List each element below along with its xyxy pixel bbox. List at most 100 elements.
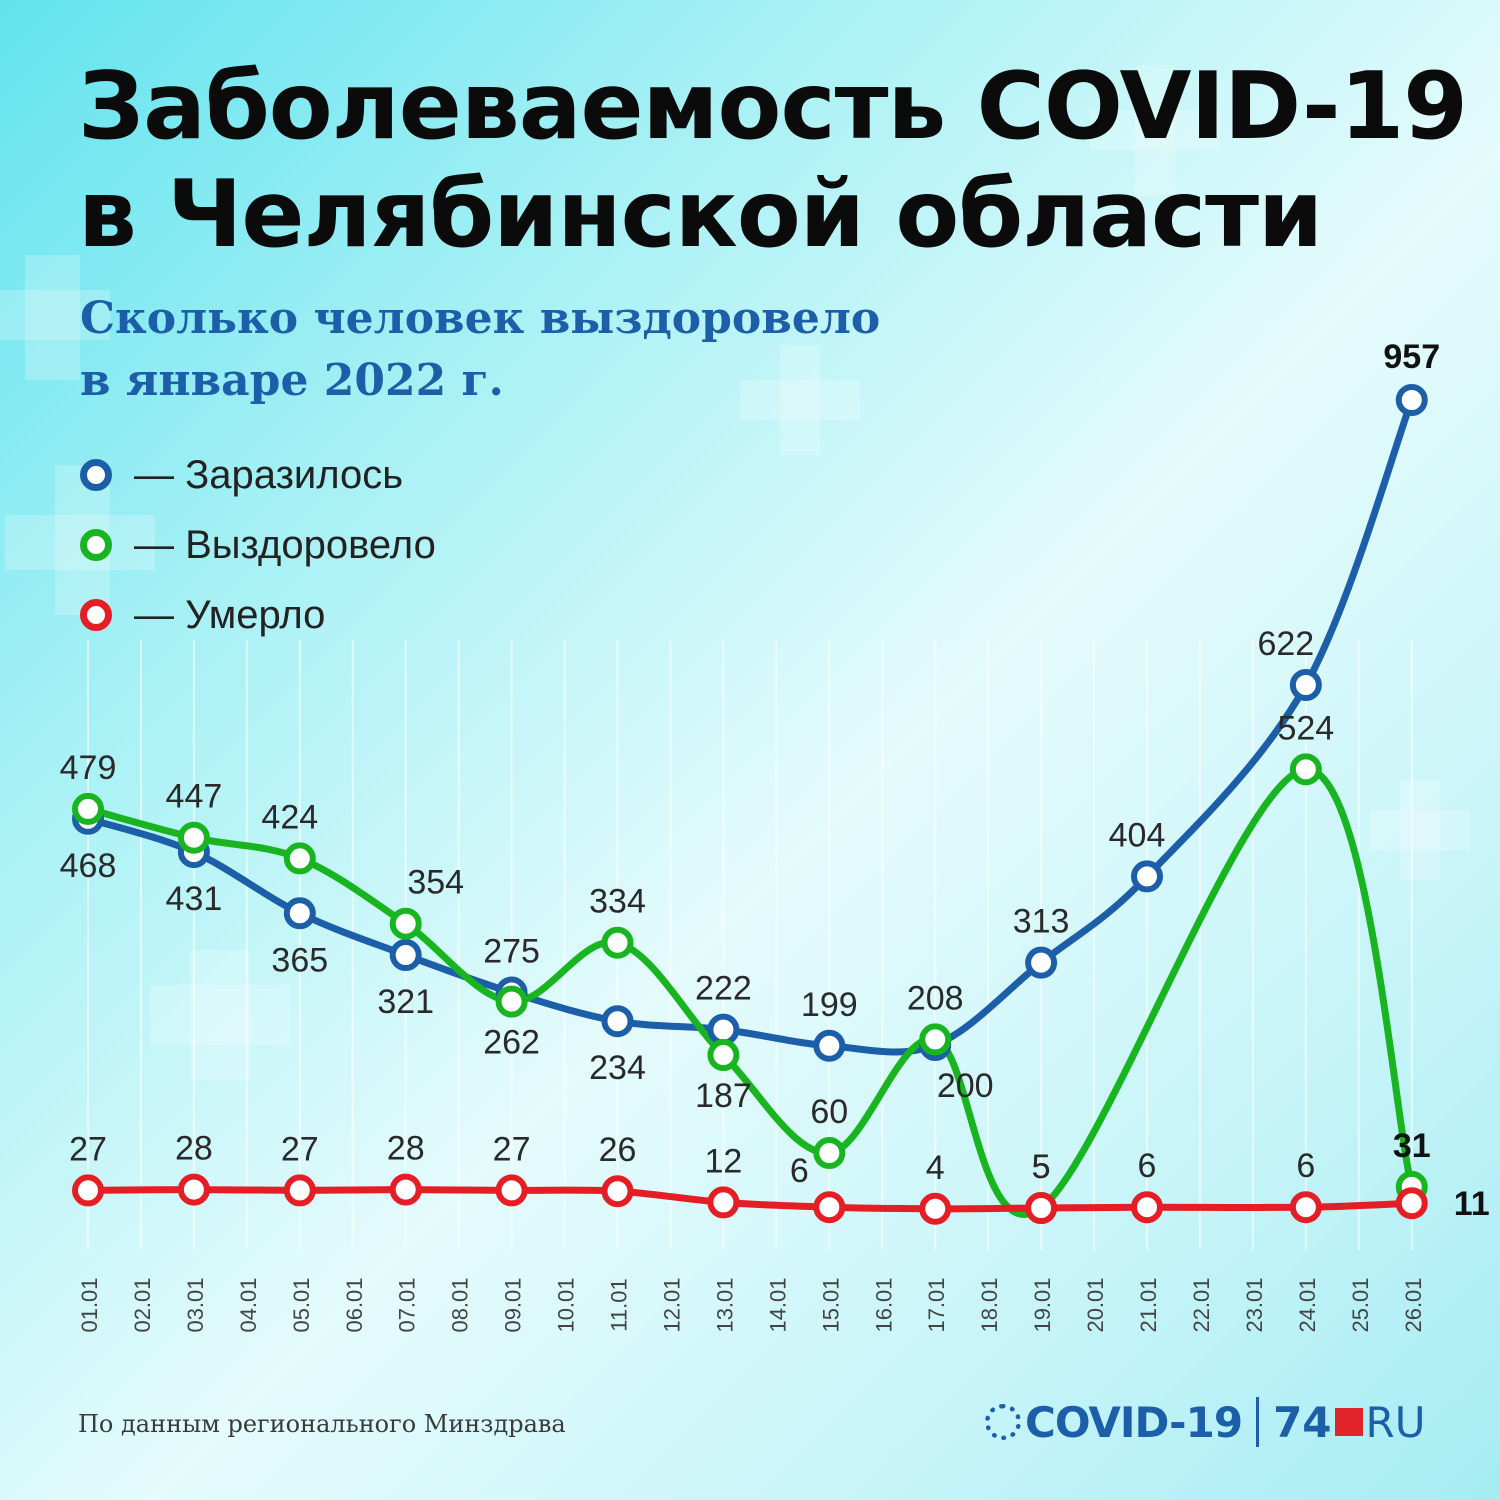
legend-item-died: — Умерло xyxy=(80,580,436,650)
x-tick-label: 06.01 xyxy=(342,1277,367,1332)
data-label-infected: 622 xyxy=(1257,625,1314,663)
data-label-recovered: 524 xyxy=(1277,709,1334,747)
data-point-infected xyxy=(1025,946,1058,979)
data-point-died xyxy=(283,1174,316,1207)
legend-item-recovered: — Выздоровело xyxy=(80,510,436,580)
data-label-infected: 957 xyxy=(1383,338,1440,376)
data-point-died xyxy=(919,1192,952,1225)
background-cross xyxy=(25,255,80,380)
data-label-recovered: 208 xyxy=(907,979,964,1017)
logo-covid-text: COVID-19 xyxy=(1025,1397,1243,1447)
x-tick-label: 23.01 xyxy=(1242,1277,1267,1332)
data-point-died xyxy=(1131,1191,1163,1224)
data-label-died: 11 xyxy=(1454,1185,1490,1223)
data-label-recovered: 354 xyxy=(407,864,464,902)
legend-label-infected: — Заразилось xyxy=(134,452,404,497)
x-tick-label: 05.01 xyxy=(289,1277,314,1332)
data-point-died xyxy=(1395,1187,1428,1220)
x-tick-label: 11.01 xyxy=(607,1278,632,1331)
title-line-1: Заболеваемость COVID-19 xyxy=(78,52,1468,160)
background-cross xyxy=(780,345,820,455)
data-point-died xyxy=(1289,1191,1322,1224)
virus-icon xyxy=(985,1404,1021,1440)
data-point-infected xyxy=(1289,669,1322,701)
title-line-2: в Челябинской области xyxy=(78,160,1323,268)
data-label-recovered: 262 xyxy=(483,1024,540,1062)
x-tick-label: 17.01 xyxy=(924,1277,949,1332)
data-point-infected xyxy=(1395,384,1428,416)
data-point-died xyxy=(389,1173,422,1206)
data-point-recovered xyxy=(919,1023,952,1056)
x-tick-label: 02.01 xyxy=(130,1277,155,1332)
background-cross xyxy=(740,380,860,420)
data-label-infected: 365 xyxy=(271,941,328,979)
data-point-died xyxy=(1025,1192,1058,1224)
data-point-died xyxy=(601,1175,634,1208)
background-cross xyxy=(1400,780,1440,880)
data-label-infected: 313 xyxy=(1013,903,1070,941)
data-label-died: 27 xyxy=(69,1130,107,1168)
data-point-recovered xyxy=(601,926,634,959)
legend-label-recovered: — Выздоровело xyxy=(134,522,436,567)
data-point-died xyxy=(707,1186,740,1219)
background-cross xyxy=(1090,110,1220,150)
data-label-died: 27 xyxy=(281,1130,319,1168)
chart-subtitle: Сколько человек выздоровело в январе 202… xyxy=(80,288,1080,412)
data-point-died xyxy=(813,1191,846,1224)
data-point-died xyxy=(72,1174,104,1207)
x-tick-label: 12.01 xyxy=(659,1277,684,1332)
data-point-recovered xyxy=(707,1039,740,1072)
x-tick-label: 20.01 xyxy=(1083,1277,1108,1332)
data-label-recovered: 31 xyxy=(1393,1127,1431,1165)
data-point-infected xyxy=(601,1005,634,1038)
data-label-died: 6 xyxy=(1296,1147,1315,1185)
logo-74-text: 74 xyxy=(1273,1397,1332,1447)
x-tick-label: 26.01 xyxy=(1401,1277,1426,1332)
data-label-recovered: 187 xyxy=(695,1077,752,1115)
logo-red-square xyxy=(1334,1408,1363,1436)
data-label-infected: 321 xyxy=(377,983,434,1021)
x-tick-label: 25.01 xyxy=(1348,1277,1373,1332)
data-point-died xyxy=(495,1174,528,1207)
data-point-recovered xyxy=(72,792,104,825)
data-label-died: 5 xyxy=(1032,1148,1051,1186)
data-point-recovered xyxy=(1289,753,1322,786)
data-label-died: 28 xyxy=(175,1130,213,1168)
data-label-recovered: 60 xyxy=(810,1093,848,1131)
data-label-infected: 200 xyxy=(937,1067,994,1105)
data-label-infected: 199 xyxy=(801,986,858,1024)
data-point-recovered xyxy=(495,985,528,1018)
x-tick-label: 03.01 xyxy=(183,1277,208,1332)
subtitle-line-1: Сколько человек выздоровело xyxy=(80,293,881,344)
background-cross xyxy=(1135,65,1175,195)
x-tick-label: 04.01 xyxy=(236,1277,261,1332)
data-point-recovered xyxy=(177,821,210,854)
logo-separator xyxy=(1256,1397,1260,1447)
page-title: Заболеваемость COVID-19 в Челябинской об… xyxy=(78,52,1478,268)
legend-marker-infected xyxy=(80,459,112,491)
x-tick-label: 13.01 xyxy=(712,1277,737,1332)
series-line-recovered xyxy=(84,765,1416,1218)
data-point-infected xyxy=(283,897,316,930)
x-tick-label: 19.01 xyxy=(1030,1277,1055,1332)
data-label-died: 26 xyxy=(599,1131,637,1169)
data-point-infected xyxy=(813,1029,846,1062)
x-tick-label: 21.01 xyxy=(1136,1277,1161,1332)
data-point-infected xyxy=(389,939,422,972)
data-point-recovered xyxy=(813,1137,846,1169)
legend: — Заразилось — Выздоровело — Умерло xyxy=(80,440,436,650)
legend-marker-recovered xyxy=(80,529,112,561)
data-label-died: 12 xyxy=(704,1142,742,1180)
data-label-died: 6 xyxy=(1138,1147,1157,1185)
logo-ru-text: RU xyxy=(1365,1397,1426,1447)
source-note: По данным регионального Минздрава xyxy=(78,1410,566,1438)
x-tick-label: 22.01 xyxy=(1189,1277,1214,1332)
data-point-recovered xyxy=(389,907,422,940)
data-point-infected xyxy=(707,1013,740,1046)
x-tick-label: 08.01 xyxy=(448,1277,473,1332)
data-label-infected: 234 xyxy=(589,1049,646,1087)
x-tick-label: 16.01 xyxy=(871,1277,896,1332)
data-label-died: 28 xyxy=(387,1130,425,1168)
background-cross xyxy=(150,985,290,1045)
